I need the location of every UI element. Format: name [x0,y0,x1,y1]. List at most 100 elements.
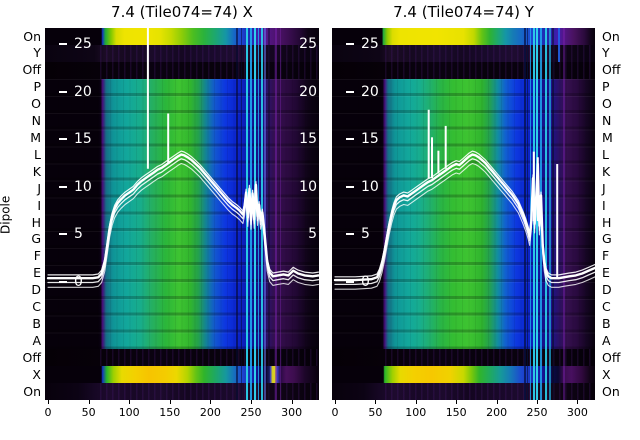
value-tick-dash [346,281,354,283]
rfi-stripe [236,28,239,400]
dipole-row-label: Off [602,349,621,365]
x-tick-label: 100 [118,406,140,419]
value-tick-left: 20 [346,85,379,99]
value-tick-text: 20 [361,83,379,100]
x-tick-mark [335,400,336,404]
x-tick-label: 50 [368,406,383,419]
bandpass-curve [47,150,319,276]
x-tick-mark [496,400,498,404]
rfi-stripe [523,28,526,400]
value-tick-right: 10 [299,178,317,195]
dipole-row-label: G [31,231,41,247]
heatmap-panel-x: 25 20 15 10 5 0 25 20 15 10 5 [45,28,319,400]
dipole-row-label: F [602,248,610,264]
dipole-row-label: H [602,214,612,230]
rfi-stripe [552,28,555,400]
value-tick-text: 5 [361,226,370,243]
x-tick-mark [129,400,131,404]
x-tick-label: 100 [405,406,427,419]
dipole-row-label: On [602,28,620,44]
x-tick-label: 250 [240,406,262,419]
rfi-stripe [562,28,565,400]
bandpass-curve [47,162,319,288]
dipole-row-label: I [602,197,606,213]
value-tick-left: 5 [346,227,370,241]
value-tick-dash [346,138,354,141]
value-tick-dash [59,185,67,188]
bandpass-curve [46,153,319,280]
dipole-row-label: B [32,315,41,331]
heatmap-band-y_row [332,44,595,62]
value-tick-left: 5 [59,227,83,241]
rfi-stripe [267,28,270,400]
dipole-row-label: P [602,79,610,95]
value-tick-text: 15 [74,131,92,148]
x-tick-mark [456,400,458,404]
x-tick-label: 0 [44,406,52,419]
x-tick-label: 150 [159,406,181,419]
bandpass-curve [334,150,595,278]
x-tick-mark [48,400,49,404]
x-tick-mark [415,400,417,404]
heatmap-band-x_row [332,366,595,384]
heatmap-panel-y: 25 20 15 10 5 0 [332,28,595,400]
dipole-row-label: K [602,163,611,179]
dipole-row-label: A [602,332,611,348]
dipole-row-label: J [602,180,606,196]
dipole-row-label: G [602,231,612,247]
dipole-row-label: C [602,299,611,314]
value-tick-right: 5 [308,226,317,243]
value-tick-left: 25 [59,37,92,51]
value-tick-right: 20 [299,83,317,100]
dipole-row-label: D [602,282,612,298]
value-tick-dash [346,90,354,93]
value-tick-text: 10 [361,178,379,195]
dipole-row-label: J [37,180,41,196]
heatmap-band-off_row [332,61,595,79]
value-tick-left: 20 [59,85,92,99]
value-tick-left: 15 [346,132,379,146]
value-tick-left: 10 [59,180,92,194]
heatmap-band-main [45,78,319,350]
x-tick-label: 0 [331,406,339,419]
x-tick-mark [251,400,252,404]
dipole-row-label: N [31,113,41,128]
x-tick-label: 150 [445,406,467,419]
value-tick-dash [346,233,354,236]
dipole-row-label: E [602,265,610,281]
value-tick-text: 25 [74,36,92,52]
heatmap-band-off_row [332,349,595,367]
x-tick-mark [210,400,212,404]
x-tick-mark [291,400,293,404]
dipole-row-label: On [23,383,41,399]
dipole-row-label: X [32,366,41,382]
value-tick-dash [59,233,67,236]
bandpass-curve [334,162,595,290]
dipole-row-label: Off [22,62,41,78]
dipole-row-label: O [31,96,41,112]
heatmap-band-top_on [332,28,595,45]
x-tick-mark [375,400,377,404]
heatmap-band-bottom_on [332,383,595,400]
x-tick-mark [169,400,171,404]
dipole-row-label: Off [22,349,41,365]
x-tick-label: 300 [281,406,303,419]
bandpass-curve-overlay [46,28,319,288]
dipole-row-label: P [33,79,41,95]
value-tick-text: 25 [361,36,379,52]
bandpass-curve [333,153,595,282]
dipole-row-label: On [23,28,41,44]
x-tick-mark [537,400,538,404]
bandpass-curve [47,158,319,284]
value-tick-text: 15 [361,131,379,148]
dipole-row-label: M [30,129,41,145]
dipole-row-label: H [31,214,41,230]
value-tick-dash [346,185,354,188]
dipole-row-label: I [37,197,41,213]
dipole-row-label: Y [33,45,41,61]
value-tick-right: 15 [299,131,317,148]
panel-x-title: 7.4 (Tile074=74) X [111,3,253,21]
rfi-stripe [264,28,266,400]
dipole-row-label: On [602,383,620,399]
